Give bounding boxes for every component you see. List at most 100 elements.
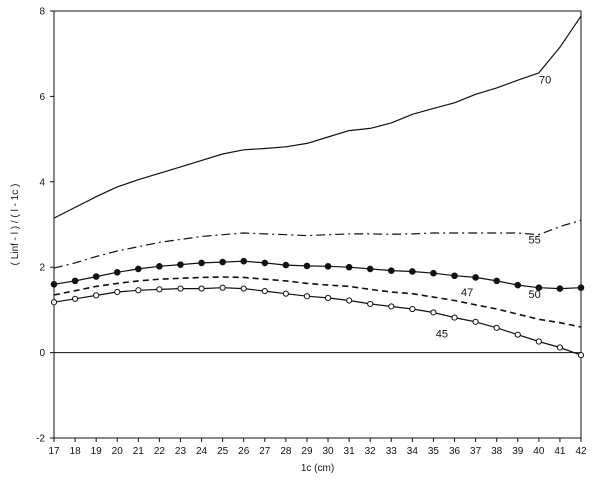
series-45-point (240, 285, 247, 292)
series-45-point (493, 324, 500, 331)
x-tick-label: 42 (575, 446, 587, 457)
x-axis-label: 1c (cm) (301, 463, 334, 474)
x-tick-label: 28 (280, 446, 292, 457)
series-45-point (177, 285, 184, 292)
x-tick-label: 34 (407, 446, 419, 457)
series-50-point (387, 267, 395, 274)
series-45-line (53, 287, 582, 356)
x-tick-label: 24 (196, 446, 208, 457)
series-label-70: 70 (539, 75, 551, 87)
x-tick-label: 35 (428, 446, 440, 457)
series-45-point (346, 297, 353, 304)
x-tick-label: 32 (365, 446, 377, 457)
x-tick-label: 27 (259, 446, 271, 457)
series-50-point (430, 269, 437, 277)
series-45-point (219, 284, 226, 291)
x-tick-label: 26 (238, 446, 250, 457)
x-tick-label: 29 (301, 446, 313, 457)
series-50-point (556, 285, 564, 292)
x-tick-label: 21 (133, 446, 145, 457)
series-50-point (451, 272, 458, 280)
series-45-point (71, 295, 79, 302)
x-tick-label: 33 (386, 446, 398, 457)
series-45-point (282, 290, 289, 297)
series-45-point (198, 285, 205, 292)
series-45-point (303, 293, 311, 300)
series-label-45: 45 (436, 329, 448, 341)
series-50-point (493, 277, 500, 285)
x-tick-label: 30 (322, 446, 334, 457)
x-ticks: 17 18 19 20 21 22 23 24 25 26 27 28 29 30 31 32 33 34 35 36… (48, 438, 587, 457)
series-45-point (367, 300, 374, 308)
series-label-55: 55 (528, 235, 540, 247)
series-50-point (514, 281, 522, 289)
x-tick-label: 39 (512, 446, 524, 457)
series-label-50: 50 (528, 289, 540, 301)
x-tick-label: 36 (449, 446, 461, 457)
series-50-point (177, 261, 184, 268)
series-45-point (135, 287, 142, 294)
series-50-point (92, 273, 100, 280)
series-50-point (240, 257, 248, 265)
series-45-point (261, 288, 268, 295)
series-50-point (577, 284, 585, 291)
series-45-point (472, 318, 479, 325)
y-tick-label: 2 (39, 263, 45, 274)
x-tick-label: 19 (91, 446, 103, 457)
y-axis-label: ( Linf - l ) / ( l - 1c ) (10, 184, 21, 266)
series-50-point (472, 274, 479, 281)
series-45 (50, 284, 585, 359)
x-tick-label: 38 (491, 446, 503, 457)
series-50-point (198, 259, 205, 267)
series-50-point (409, 268, 416, 275)
x-tick-label: 41 (554, 446, 566, 457)
x-tick-label: 25 (217, 446, 229, 457)
series-50-point (261, 259, 269, 267)
series-50 (50, 257, 585, 292)
series-45-point (430, 309, 437, 316)
series-50-point (303, 262, 311, 270)
series-labels: 70 55 50 47 45 (436, 75, 552, 341)
y-ticks: -2 0 2 4 6 8 (36, 7, 54, 445)
series-70 (53, 15, 582, 219)
series-45-point (93, 292, 100, 299)
x-tick-label: 31 (344, 446, 356, 457)
x-tick-label: 20 (112, 446, 124, 457)
series-50-point (366, 265, 374, 273)
plot-frame (53, 10, 582, 439)
x-tick-label: 18 (70, 446, 82, 457)
y-tick-label: 4 (39, 177, 45, 188)
series-45-point (324, 294, 332, 302)
series-45-point (451, 314, 458, 321)
y-tick-label: -2 (36, 434, 45, 445)
y-tick-label: 6 (39, 92, 45, 103)
y-tick-label: 8 (39, 7, 45, 18)
series-45-point (156, 286, 163, 293)
x-tick-label: 40 (533, 446, 545, 457)
series-70-line (53, 15, 582, 219)
series-45-point (556, 344, 564, 351)
y-tick-label: 0 (39, 348, 45, 359)
series-45-point (577, 352, 585, 359)
series-50-point (156, 263, 163, 270)
series-50-point (50, 280, 58, 288)
series-50-point (282, 261, 290, 269)
series-55-line (53, 219, 582, 269)
series-45-point (409, 305, 416, 313)
x-tick-label: 23 (175, 446, 187, 457)
series-45-point (388, 303, 395, 310)
x-tick-label: 22 (154, 446, 166, 457)
series-45-point (114, 288, 121, 296)
series-47 (53, 276, 582, 328)
series-45-point (535, 338, 542, 345)
plot-border (53, 10, 582, 439)
series-50-point (219, 258, 226, 266)
series-label-47: 47 (461, 287, 473, 299)
series-50-point (345, 263, 353, 271)
x-tick-label: 17 (48, 446, 60, 457)
series-50-point (535, 284, 543, 291)
series-50-point (113, 269, 121, 276)
series-45-point (50, 299, 58, 306)
